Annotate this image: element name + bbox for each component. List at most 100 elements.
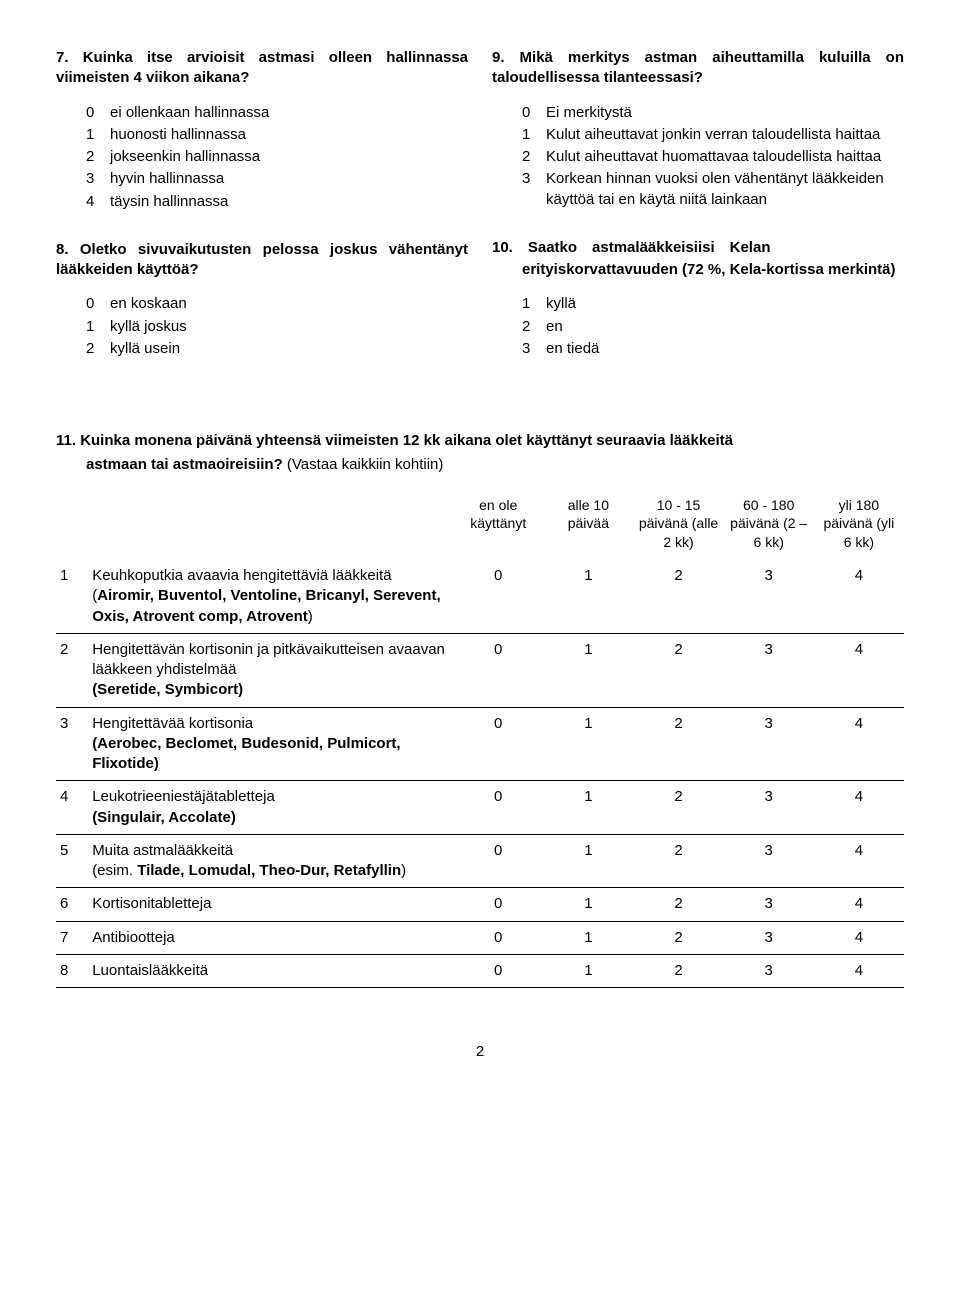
row-value: 1	[543, 633, 633, 707]
option-label: huonosti hallinnassa	[110, 125, 468, 145]
option-number: 3	[522, 169, 546, 210]
option-row: 2kyllä usein	[86, 339, 468, 359]
q11-table: en ole käyttänyt alle 10 päivää 10 - 15 …	[56, 494, 904, 989]
option-row: 2en	[522, 317, 904, 337]
option-label: ei ollenkaan hallinnassa	[110, 103, 468, 123]
row-number: 4	[56, 781, 88, 835]
row-number: 3	[56, 707, 88, 781]
q11-subtitle-bold: astmaan tai astmaoireisiin?	[86, 456, 283, 473]
row-value: 3	[724, 834, 814, 888]
option-row: 3Korkean hinnan vuoksi olen vähentänyt l…	[522, 169, 904, 210]
col-header: alle 10 päivää	[543, 494, 633, 561]
blank-header	[56, 494, 88, 561]
table-row: 1Keuhkoputkia avaavia hengitettäviä lääk…	[56, 560, 904, 633]
option-number: 2	[522, 147, 546, 167]
row-value: 0	[453, 954, 543, 987]
q8-title: 8. Oletko sivuvaikutusten pelossa joskus…	[56, 240, 468, 281]
left-column: 7. Kuinka itse arvioisit astmasi olleen …	[56, 48, 468, 387]
option-label: Kulut aiheuttavat jonkin verran taloudel…	[546, 125, 904, 145]
row-value: 0	[453, 781, 543, 835]
option-number: 1	[86, 125, 110, 145]
row-value: 1	[543, 921, 633, 954]
row-value: 4	[814, 954, 904, 987]
row-description: Kortisonitabletteja	[88, 888, 453, 921]
option-row: 1huonosti hallinnassa	[86, 125, 468, 145]
row-number: 6	[56, 888, 88, 921]
row-number: 1	[56, 560, 88, 633]
row-value: 2	[633, 888, 723, 921]
table-row: 5Muita astmalääkkeitä(esim. Tilade, Lomu…	[56, 834, 904, 888]
table-row: 3Hengitettävää kortisonia(Aerobec, Beclo…	[56, 707, 904, 781]
option-label: kyllä	[546, 294, 904, 314]
option-row: 3en tiedä	[522, 339, 904, 359]
row-value: 0	[453, 707, 543, 781]
option-number: 2	[86, 147, 110, 167]
row-value: 4	[814, 781, 904, 835]
row-value: 4	[814, 707, 904, 781]
table-row: 8Luontaislääkkeitä01234	[56, 954, 904, 987]
col-header: 10 - 15 päivänä (alle 2 kk)	[633, 494, 723, 561]
row-value: 2	[633, 921, 723, 954]
option-label: Ei merkitystä	[546, 103, 904, 123]
blank-header	[88, 494, 453, 561]
option-row: 0en koskaan	[86, 294, 468, 314]
row-value: 0	[453, 888, 543, 921]
option-number: 1	[522, 125, 546, 145]
option-number: 2	[522, 317, 546, 337]
row-value: 2	[633, 954, 723, 987]
option-number: 4	[86, 192, 110, 212]
row-value: 3	[724, 707, 814, 781]
row-description: Hengitettävän kortisonin ja pitkävaikutt…	[88, 633, 453, 707]
option-row: 1kyllä joskus	[86, 317, 468, 337]
row-value: 0	[453, 921, 543, 954]
option-label: kyllä usein	[110, 339, 468, 359]
row-description: Luontaislääkkeitä	[88, 954, 453, 987]
row-value: 2	[633, 633, 723, 707]
row-description: Leukotrieeniestäjätabletteja(Singulair, …	[88, 781, 453, 835]
option-label: en koskaan	[110, 294, 468, 314]
q7-options: 0ei ollenkaan hallinnassa 1huonosti hall…	[86, 103, 468, 212]
option-row: 0ei ollenkaan hallinnassa	[86, 103, 468, 123]
q11-subtitle-normal: (Vastaa kaikkiin kohtiin)	[283, 456, 444, 473]
row-value: 1	[543, 834, 633, 888]
table-row: 6Kortisonitabletteja01234	[56, 888, 904, 921]
option-number: 0	[86, 103, 110, 123]
option-number: 3	[86, 169, 110, 189]
row-description: Muita astmalääkkeitä(esim. Tilade, Lomud…	[88, 834, 453, 888]
option-row: 1Kulut aiheuttavat jonkin verran taloude…	[522, 125, 904, 145]
option-number: 0	[522, 103, 546, 123]
row-value: 3	[724, 781, 814, 835]
row-value: 1	[543, 560, 633, 633]
q7-title: 7. Kuinka itse arvioisit astmasi olleen …	[56, 48, 468, 89]
row-value: 0	[453, 834, 543, 888]
q9-title: 9. Mikä merkitys astman aiheuttamilla ku…	[492, 48, 904, 89]
option-row: 2jokseenkin hallinnassa	[86, 147, 468, 167]
q11-header-row: en ole käyttänyt alle 10 päivää 10 - 15 …	[56, 494, 904, 561]
row-value: 1	[543, 781, 633, 835]
row-description: Hengitettävää kortisonia(Aerobec, Beclom…	[88, 707, 453, 781]
row-number: 8	[56, 954, 88, 987]
option-label: kyllä joskus	[110, 317, 468, 337]
right-column: 9. Mikä merkitys astman aiheuttamilla ku…	[492, 48, 904, 387]
row-value: 4	[814, 633, 904, 707]
option-label: en tiedä	[546, 339, 904, 359]
row-value: 4	[814, 921, 904, 954]
q10-title-line2: erityiskorvattavuuden (72 %, Kela-kortis…	[522, 260, 904, 280]
col-header: en ole käyttänyt	[453, 494, 543, 561]
option-number: 1	[522, 294, 546, 314]
row-number: 2	[56, 633, 88, 707]
row-description: Keuhkoputkia avaavia hengitettäviä lääkk…	[88, 560, 453, 633]
row-value: 2	[633, 560, 723, 633]
option-number: 0	[86, 294, 110, 314]
q10-title-line1: 10. Saatko astmalääkkeisiisi Kelan	[492, 238, 904, 258]
option-label: Kulut aiheuttavat huomattavaa taloudelli…	[546, 147, 904, 167]
row-number: 5	[56, 834, 88, 888]
option-label: täysin hallinnassa	[110, 192, 468, 212]
row-value: 3	[724, 633, 814, 707]
row-description: Antibiootteja	[88, 921, 453, 954]
row-value: 3	[724, 560, 814, 633]
row-value: 2	[633, 781, 723, 835]
option-label: jokseenkin hallinnassa	[110, 147, 468, 167]
row-value: 1	[543, 707, 633, 781]
option-row: 1kyllä	[522, 294, 904, 314]
